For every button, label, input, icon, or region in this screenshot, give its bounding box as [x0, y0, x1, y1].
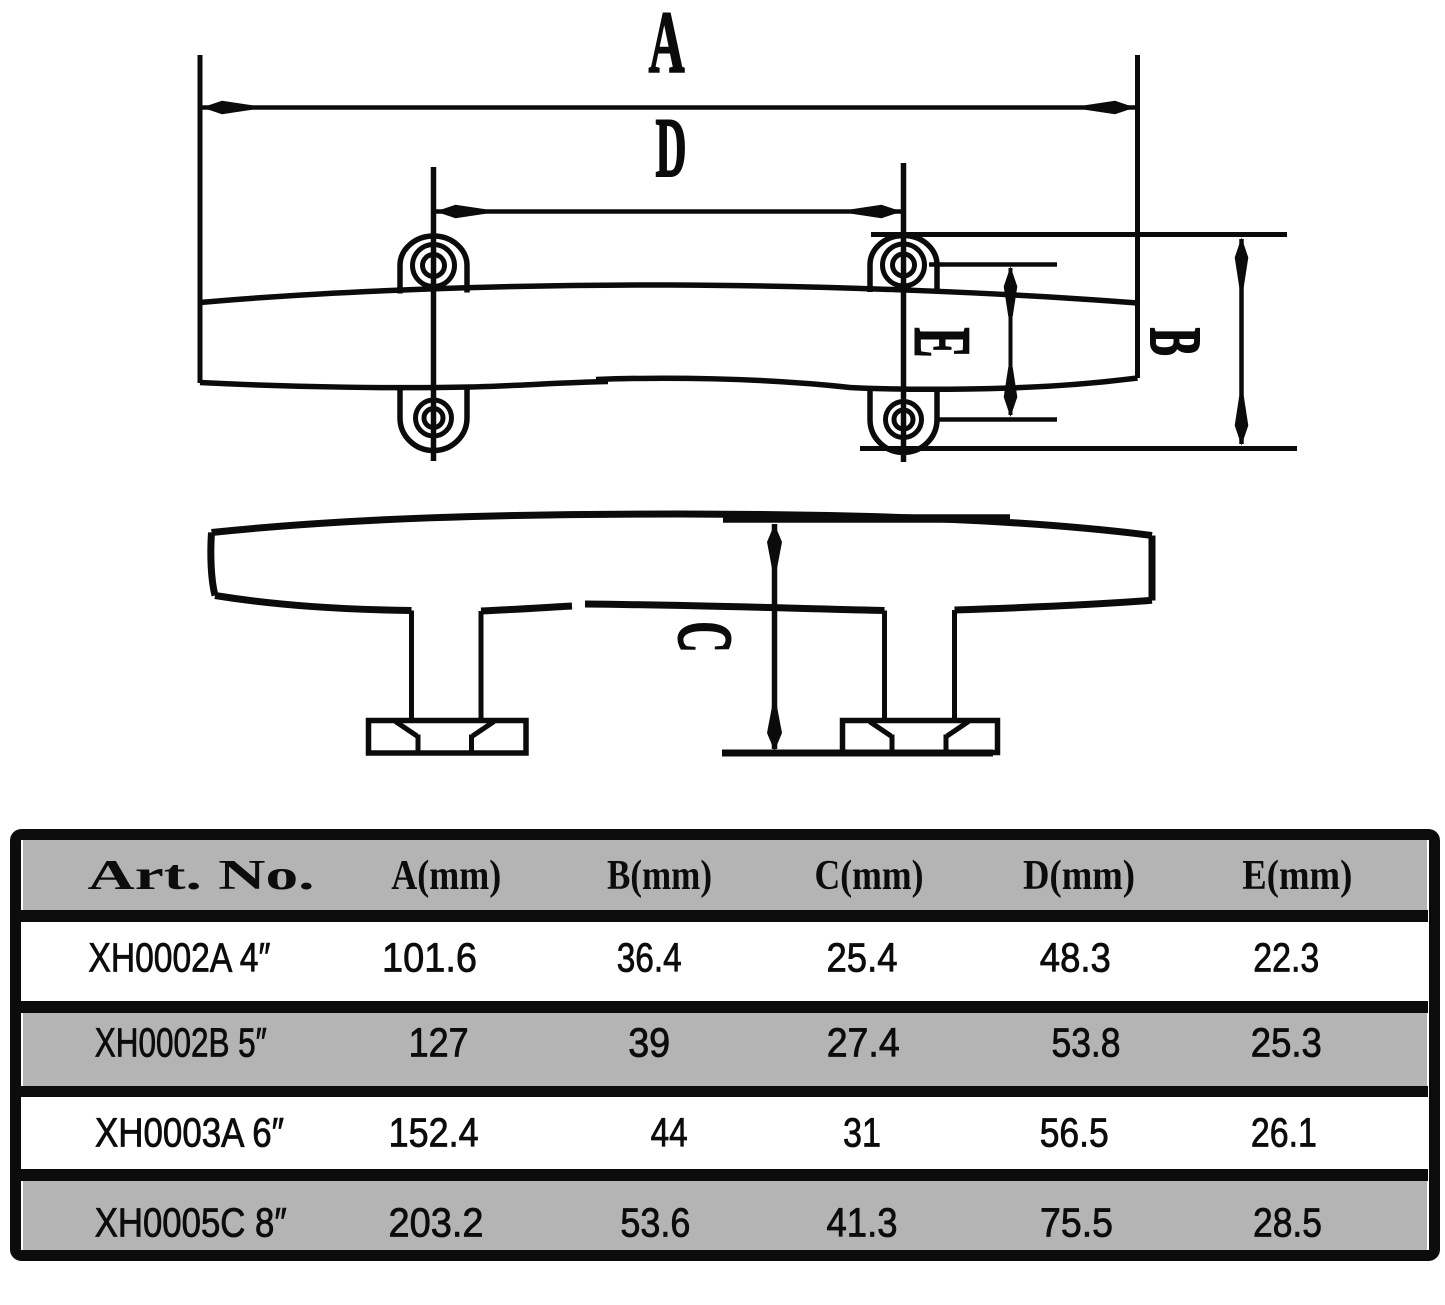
svg-text:C(mm): C(mm) — [815, 853, 924, 899]
svg-text:26.1: 26.1 — [1251, 1110, 1317, 1156]
svg-text:25.4: 25.4 — [827, 935, 898, 981]
svg-text:48.3: 48.3 — [1040, 935, 1111, 981]
svg-text:127: 127 — [409, 1020, 469, 1066]
svg-text:25.3: 25.3 — [1251, 1020, 1322, 1066]
svg-text:44: 44 — [651, 1110, 688, 1156]
svg-text:36.4: 36.4 — [617, 935, 682, 981]
svg-text:D(mm): D(mm) — [1023, 853, 1135, 899]
svg-text:XH0002B 5″: XH0002B 5″ — [95, 1020, 267, 1066]
svg-text:53.8: 53.8 — [1052, 1020, 1121, 1066]
svg-text:41.3: 41.3 — [827, 1200, 898, 1246]
svg-text:101.6: 101.6 — [382, 935, 477, 981]
svg-text:203.2: 203.2 — [389, 1200, 484, 1246]
svg-text:27.4: 27.4 — [827, 1020, 900, 1066]
svg-text:A(mm): A(mm) — [391, 853, 501, 899]
svg-text:Art. No.: Art. No. — [88, 853, 315, 899]
svg-text:E(mm): E(mm) — [1242, 853, 1352, 899]
svg-text:B(mm): B(mm) — [607, 853, 712, 899]
svg-text:22.3: 22.3 — [1253, 935, 1319, 981]
svg-text:D: D — [656, 101, 687, 195]
svg-text:53.6: 53.6 — [620, 1200, 690, 1246]
svg-text:C: C — [663, 622, 749, 653]
svg-text:A: A — [649, 0, 685, 92]
svg-text:75.5: 75.5 — [1040, 1200, 1113, 1246]
svg-text:31: 31 — [843, 1110, 881, 1156]
svg-text:E: E — [898, 328, 988, 358]
svg-text:152.4: 152.4 — [389, 1110, 479, 1156]
svg-text:XH0003A 6″: XH0003A 6″ — [95, 1110, 284, 1156]
svg-text:XH0002A 4″: XH0002A 4″ — [88, 935, 270, 981]
svg-text:28.5: 28.5 — [1253, 1200, 1322, 1246]
svg-text:56.5: 56.5 — [1040, 1110, 1109, 1156]
svg-text:39: 39 — [628, 1020, 670, 1066]
svg-text:B: B — [1135, 328, 1216, 356]
svg-text:XH0005C 8″: XH0005C 8″ — [95, 1200, 287, 1246]
